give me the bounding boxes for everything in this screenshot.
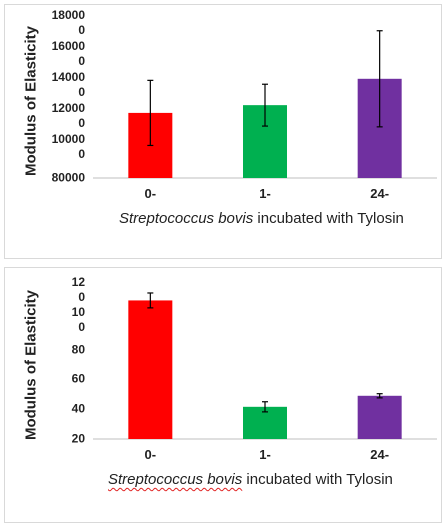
x-tick-label: 1-: [259, 447, 271, 462]
y-tick-label: 40: [71, 401, 85, 416]
error-bar: [147, 79, 154, 147]
error-bar: [262, 401, 268, 413]
x-axis-label-rest: incubated with Tylosin: [257, 210, 404, 227]
y-tick-label: 20: [71, 431, 85, 446]
y-tick-label: 120000: [51, 101, 85, 130]
error-bar: [262, 83, 268, 127]
y-axis-label: Modulus of Elasticity: [22, 25, 40, 176]
bar: [128, 300, 173, 439]
x-tick-label: 24-: [370, 186, 390, 201]
y-tick-label: 100: [71, 304, 85, 334]
x-axis-label: Streptococcus bovis incubated with Tylos…: [119, 210, 419, 228]
y-tick-label: 100000: [51, 132, 85, 161]
y-tick-label: 160000: [51, 39, 85, 68]
error-bar: [376, 30, 383, 128]
y-tick-label: 80: [71, 342, 85, 357]
y-axis-label: Modulus of Elasticity: [22, 289, 40, 440]
x-axis-label: Streptococcus bovis incubated with Tylos…: [108, 471, 408, 489]
chart-panel: 20 40 60 80 100 120 0- 1- 24- Modulus of Elastici…: [4, 267, 442, 523]
y-tick-label: 80000: [51, 170, 85, 185]
error-bar: [147, 292, 154, 309]
chart-panel: 80000 100000 120000 140000 160000 180000 0- 1- 2…: [4, 4, 442, 259]
y-tick-label: 180000: [51, 8, 85, 37]
x-axis-label-italic: Streptococcus bovis: [119, 210, 254, 227]
y-tick-label: 60: [71, 371, 85, 386]
y-tick-label: 140000: [51, 70, 85, 99]
chart: [93, 292, 437, 440]
x-tick-label: 0-: [144, 447, 157, 462]
x-axis-label-italic: Streptococcus bovis: [108, 471, 243, 488]
x-tick-label: 24-: [370, 447, 390, 462]
y-tick-label: 120: [71, 275, 85, 304]
error-bar: [376, 393, 383, 399]
chart: [93, 30, 437, 179]
bar: [357, 395, 402, 439]
x-tick-label: 1-: [259, 186, 271, 201]
x-axis-label-rest: incubated with Tylosin: [246, 471, 393, 488]
x-tick-label: 0-: [144, 186, 157, 201]
